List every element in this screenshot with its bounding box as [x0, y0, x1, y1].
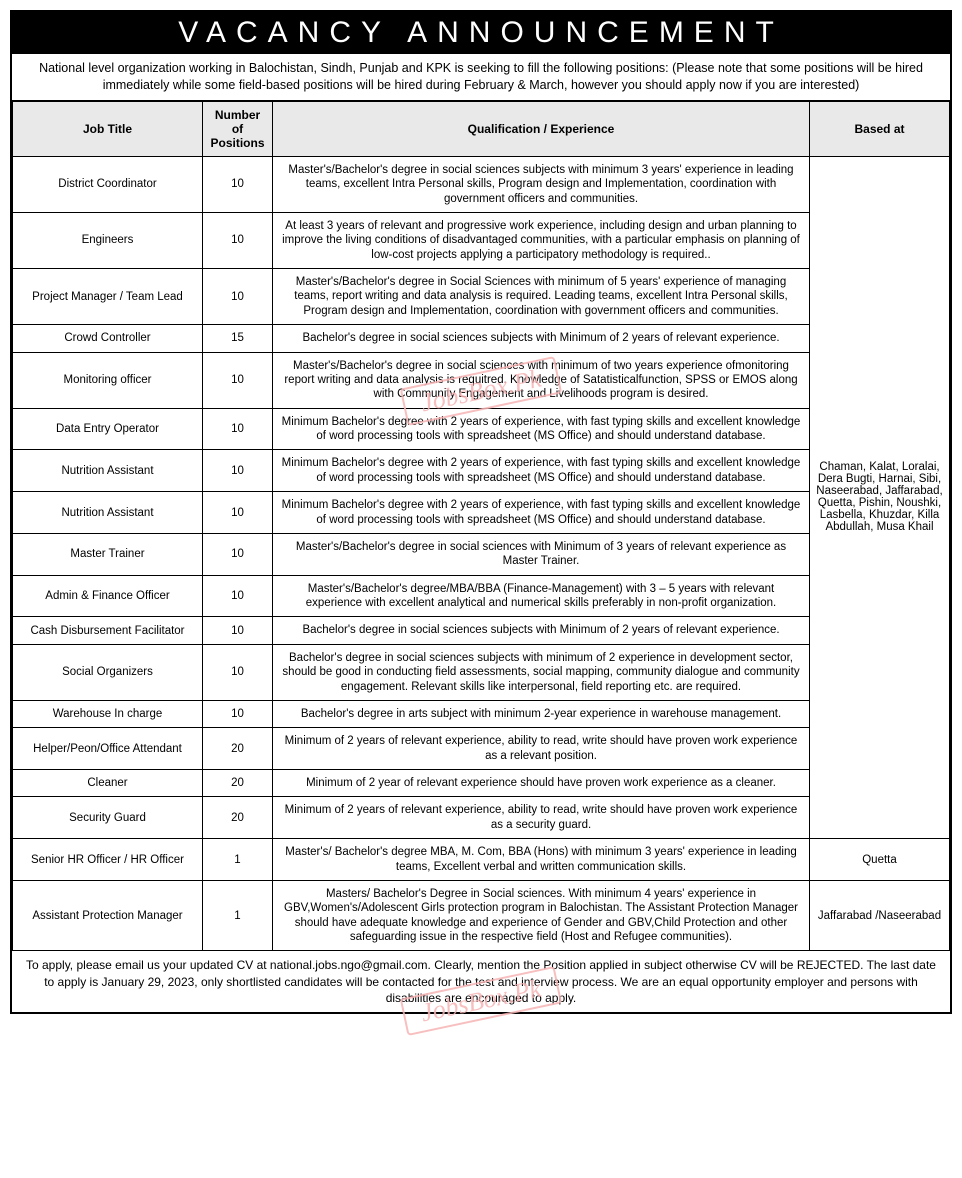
cell-qualification: Bachelor's degree in social sciences sub…	[273, 617, 810, 644]
cell-job-title: Social Organizers	[13, 644, 203, 700]
cell-qualification: Minimum Bachelor's degree with 2 years o…	[273, 408, 810, 450]
cell-qualification: Minimum Bachelor's degree with 2 years o…	[273, 492, 810, 534]
col-job-title: Job Title	[13, 101, 203, 156]
table-row: Nutrition Assistant10Minimum Bachelor's …	[13, 450, 950, 492]
table-header-row: Job Title Number of Positions Qualificat…	[13, 101, 950, 156]
cell-job-title: Admin & Finance Officer	[13, 575, 203, 617]
cell-job-title: Senior HR Officer / HR Officer	[13, 839, 203, 881]
col-qualification: Qualification / Experience	[273, 101, 810, 156]
table-row: Social Organizers10Bachelor's degree in …	[13, 644, 950, 700]
cell-based-at-shared: Chaman, Kalat, Loralai, Dera Bugti, Harn…	[810, 156, 950, 838]
document-frame: VACANCY ANNOUNCEMENT National level orga…	[10, 10, 952, 1014]
cell-num-positions: 10	[203, 269, 273, 325]
cell-num-positions: 10	[203, 700, 273, 727]
cell-qualification: Master's/Bachelor's degree in social sci…	[273, 533, 810, 575]
cell-job-title: Assistant Protection Manager	[13, 880, 203, 951]
cell-qualification: Minimum of 2 years of relevant experienc…	[273, 797, 810, 839]
table-row: Project Manager / Team Lead10Master's/Ba…	[13, 269, 950, 325]
cell-qualification: Master's/Bachelor's degree in social sci…	[273, 156, 810, 212]
cell-job-title: Security Guard	[13, 797, 203, 839]
cell-qualification: Bachelor's degree in social sciences sub…	[273, 644, 810, 700]
cell-job-title: Data Entry Operator	[13, 408, 203, 450]
cell-num-positions: 10	[203, 644, 273, 700]
cell-job-title: Nutrition Assistant	[13, 450, 203, 492]
table-row: Monitoring officer10Master's/Bachelor's …	[13, 352, 950, 408]
cell-num-positions: 10	[203, 408, 273, 450]
cell-job-title: Helper/Peon/Office Attendant	[13, 728, 203, 770]
cell-qualification: Minimum of 2 year of relevant experience…	[273, 770, 810, 797]
table-row: Cleaner20Minimum of 2 year of relevant e…	[13, 770, 950, 797]
cell-num-positions: 20	[203, 797, 273, 839]
cell-qualification: Minimum of 2 years of relevant experienc…	[273, 728, 810, 770]
cell-job-title: Master Trainer	[13, 533, 203, 575]
cell-qualification: Master's/Bachelor's degree in Social Sci…	[273, 269, 810, 325]
cell-num-positions: 20	[203, 770, 273, 797]
cell-job-title: Engineers	[13, 212, 203, 268]
footer-text: To apply, please email us your updated C…	[12, 951, 950, 1012]
cell-job-title: Cash Disbursement Facilitator	[13, 617, 203, 644]
cell-job-title: Crowd Controller	[13, 325, 203, 352]
cell-job-title: Cleaner	[13, 770, 203, 797]
table-row: Cash Disbursement Facilitator10Bachelor'…	[13, 617, 950, 644]
cell-num-positions: 10	[203, 212, 273, 268]
cell-qualification: Bachelor's degree in arts subject with m…	[273, 700, 810, 727]
cell-qualification: Bachelor's degree in social sciences sub…	[273, 325, 810, 352]
table-row: Security Guard20Minimum of 2 years of re…	[13, 797, 950, 839]
table-row: Data Entry Operator10Minimum Bachelor's …	[13, 408, 950, 450]
cell-num-positions: 10	[203, 450, 273, 492]
table-row: Nutrition Assistant10Minimum Bachelor's …	[13, 492, 950, 534]
cell-num-positions: 10	[203, 575, 273, 617]
cell-num-positions: 10	[203, 156, 273, 212]
cell-num-positions: 20	[203, 728, 273, 770]
cell-based-at: Jaffarabad /Naseerabad	[810, 880, 950, 951]
cell-qualification: Minimum Bachelor's degree with 2 years o…	[273, 450, 810, 492]
cell-based-at: Quetta	[810, 839, 950, 881]
col-num-positions: Number of Positions	[203, 101, 273, 156]
col-based-at: Based at	[810, 101, 950, 156]
cell-num-positions: 1	[203, 880, 273, 951]
table-row: Senior HR Officer / HR Officer1Master's/…	[13, 839, 950, 881]
table-row: Engineers10At least 3 years of relevant …	[13, 212, 950, 268]
cell-num-positions: 10	[203, 533, 273, 575]
cell-num-positions: 10	[203, 617, 273, 644]
cell-qualification: Master's/ Bachelor's degree MBA, M. Com,…	[273, 839, 810, 881]
table-row: Helper/Peon/Office Attendant20Minimum of…	[13, 728, 950, 770]
cell-num-positions: 10	[203, 492, 273, 534]
table-row: Admin & Finance Officer10Master's/Bachel…	[13, 575, 950, 617]
cell-num-positions: 10	[203, 352, 273, 408]
cell-qualification: At least 3 years of relevant and progres…	[273, 212, 810, 268]
table-row: Crowd Controller15Bachelor's degree in s…	[13, 325, 950, 352]
table-row: District Coordinator10Master's/Bachelor'…	[13, 156, 950, 212]
cell-job-title: Warehouse In charge	[13, 700, 203, 727]
table-row: Assistant Protection Manager1Masters/ Ba…	[13, 880, 950, 951]
page-title: VACANCY ANNOUNCEMENT	[12, 12, 950, 54]
cell-num-positions: 1	[203, 839, 273, 881]
intro-text: National level organization working in B…	[12, 54, 950, 101]
cell-qualification: Master's/Bachelor's degree in social sci…	[273, 352, 810, 408]
cell-job-title: Nutrition Assistant	[13, 492, 203, 534]
cell-num-positions: 15	[203, 325, 273, 352]
table-wrap: JobsBox.Pk JobsBox.Pk Job Title Number o…	[12, 101, 950, 952]
jobs-table: Job Title Number of Positions Qualificat…	[12, 101, 950, 952]
cell-qualification: Master's/Bachelor's degree/MBA/BBA (Fina…	[273, 575, 810, 617]
cell-job-title: Monitoring officer	[13, 352, 203, 408]
table-row: Warehouse In charge10Bachelor's degree i…	[13, 700, 950, 727]
cell-qualification: Masters/ Bachelor's Degree in Social sci…	[273, 880, 810, 951]
cell-job-title: Project Manager / Team Lead	[13, 269, 203, 325]
cell-job-title: District Coordinator	[13, 156, 203, 212]
table-row: Master Trainer10Master's/Bachelor's degr…	[13, 533, 950, 575]
